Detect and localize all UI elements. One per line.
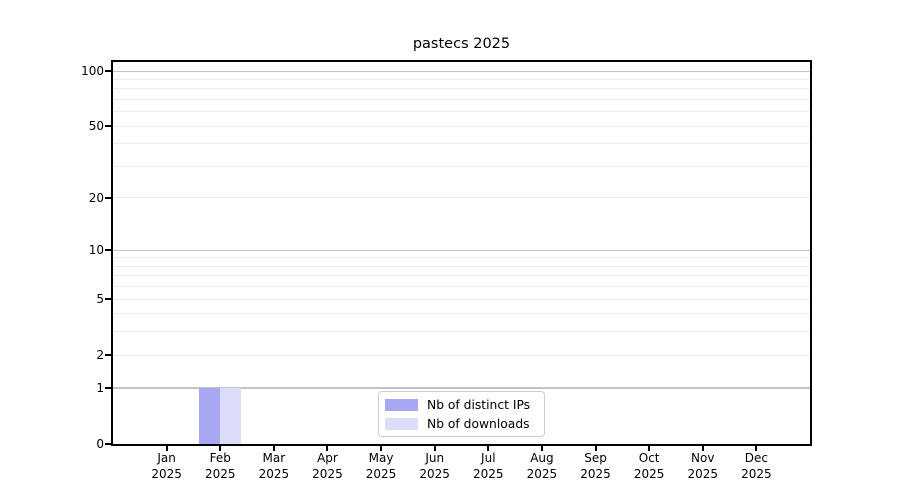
x-tick-label: Nov 2025 [687, 451, 719, 481]
minor-gridline [113, 88, 810, 90]
legend-swatch-distinct-ips [385, 398, 418, 411]
x-tick-mark [540, 446, 543, 451]
x-tick-mark [326, 446, 329, 451]
legend: Nb of distinct IPs Nb of downloads [378, 391, 545, 437]
x-tick-label: May 2025 [365, 451, 397, 481]
minor-gridline [113, 166, 810, 167]
x-tick-label: Jul 2025 [473, 451, 504, 481]
x-tick-mark [701, 446, 704, 451]
minor-gridline [113, 275, 810, 277]
x-tick-label: Dec 2025 [741, 451, 772, 481]
y-tick-mark [105, 354, 111, 357]
y-tick-label: 1 [96, 380, 104, 395]
y-tick-label: 5 [96, 292, 104, 307]
y-tick-label: 2 [96, 348, 104, 363]
x-tick-label: Mar 2025 [258, 451, 290, 481]
bar-nb-of-distinct-ips-feb [199, 387, 221, 444]
minor-gridline [113, 257, 810, 259]
major-gridline [113, 70, 810, 72]
x-tick-mark [487, 446, 490, 451]
legend-item-distinct-ips: Nb of distinct IPs [385, 396, 538, 413]
minor-gridline [113, 331, 810, 333]
minor-gridline [113, 125, 810, 127]
minor-gridline [113, 111, 810, 113]
plot-area [111, 60, 812, 446]
y-tick-mark [105, 125, 111, 128]
x-tick-label: Feb 2025 [204, 451, 236, 481]
major-gridline [113, 387, 810, 389]
x-tick-mark [380, 446, 383, 451]
y-tick-mark [105, 386, 111, 389]
x-tick-mark [648, 446, 651, 451]
bar-nb-of-downloads-feb [220, 387, 242, 444]
y-tick-mark [105, 298, 111, 301]
y-tick-mark [105, 443, 111, 445]
x-tick-label: Sep 2025 [580, 451, 611, 481]
y-tick-label: 10 [88, 243, 104, 258]
minor-gridline [113, 143, 810, 145]
legend-label-downloads: Nb of downloads [427, 416, 530, 431]
minor-gridline [113, 286, 810, 288]
x-tick-label: Jan 2025 [151, 451, 182, 481]
x-tick-label: Oct 2025 [633, 451, 665, 481]
minor-gridline [113, 99, 810, 101]
y-tick-mark [105, 249, 111, 252]
legend-item-downloads: Nb of downloads [385, 415, 538, 432]
x-tick-label: Jun 2025 [419, 451, 450, 481]
y-tick-mark [105, 70, 111, 73]
minor-gridline [113, 298, 810, 300]
x-tick-mark [433, 446, 436, 451]
legend-label-distinct-ips: Nb of distinct IPs [427, 397, 531, 412]
y-tick-label: 100 [81, 64, 104, 79]
minor-gridline [113, 78, 810, 80]
y-tick-label: 20 [88, 190, 104, 205]
minor-gridline [113, 313, 810, 315]
y-tick-mark [105, 196, 111, 199]
x-tick-mark [165, 446, 168, 451]
x-tick-label: Apr 2025 [312, 451, 343, 481]
x-tick-label: Aug 2025 [526, 451, 558, 481]
x-tick-mark [594, 446, 597, 451]
legend-swatch-downloads [385, 417, 418, 430]
minor-gridline [113, 354, 810, 356]
major-gridline [113, 249, 810, 251]
x-tick-mark [755, 446, 758, 451]
minor-gridline [113, 265, 810, 267]
x-tick-mark [272, 446, 275, 451]
chart-title: pastecs 2025 [412, 36, 511, 52]
x-tick-mark [219, 446, 222, 451]
y-tick-label: 50 [88, 119, 104, 134]
y-tick-label: 0 [96, 437, 104, 451]
minor-gridline [113, 197, 810, 199]
